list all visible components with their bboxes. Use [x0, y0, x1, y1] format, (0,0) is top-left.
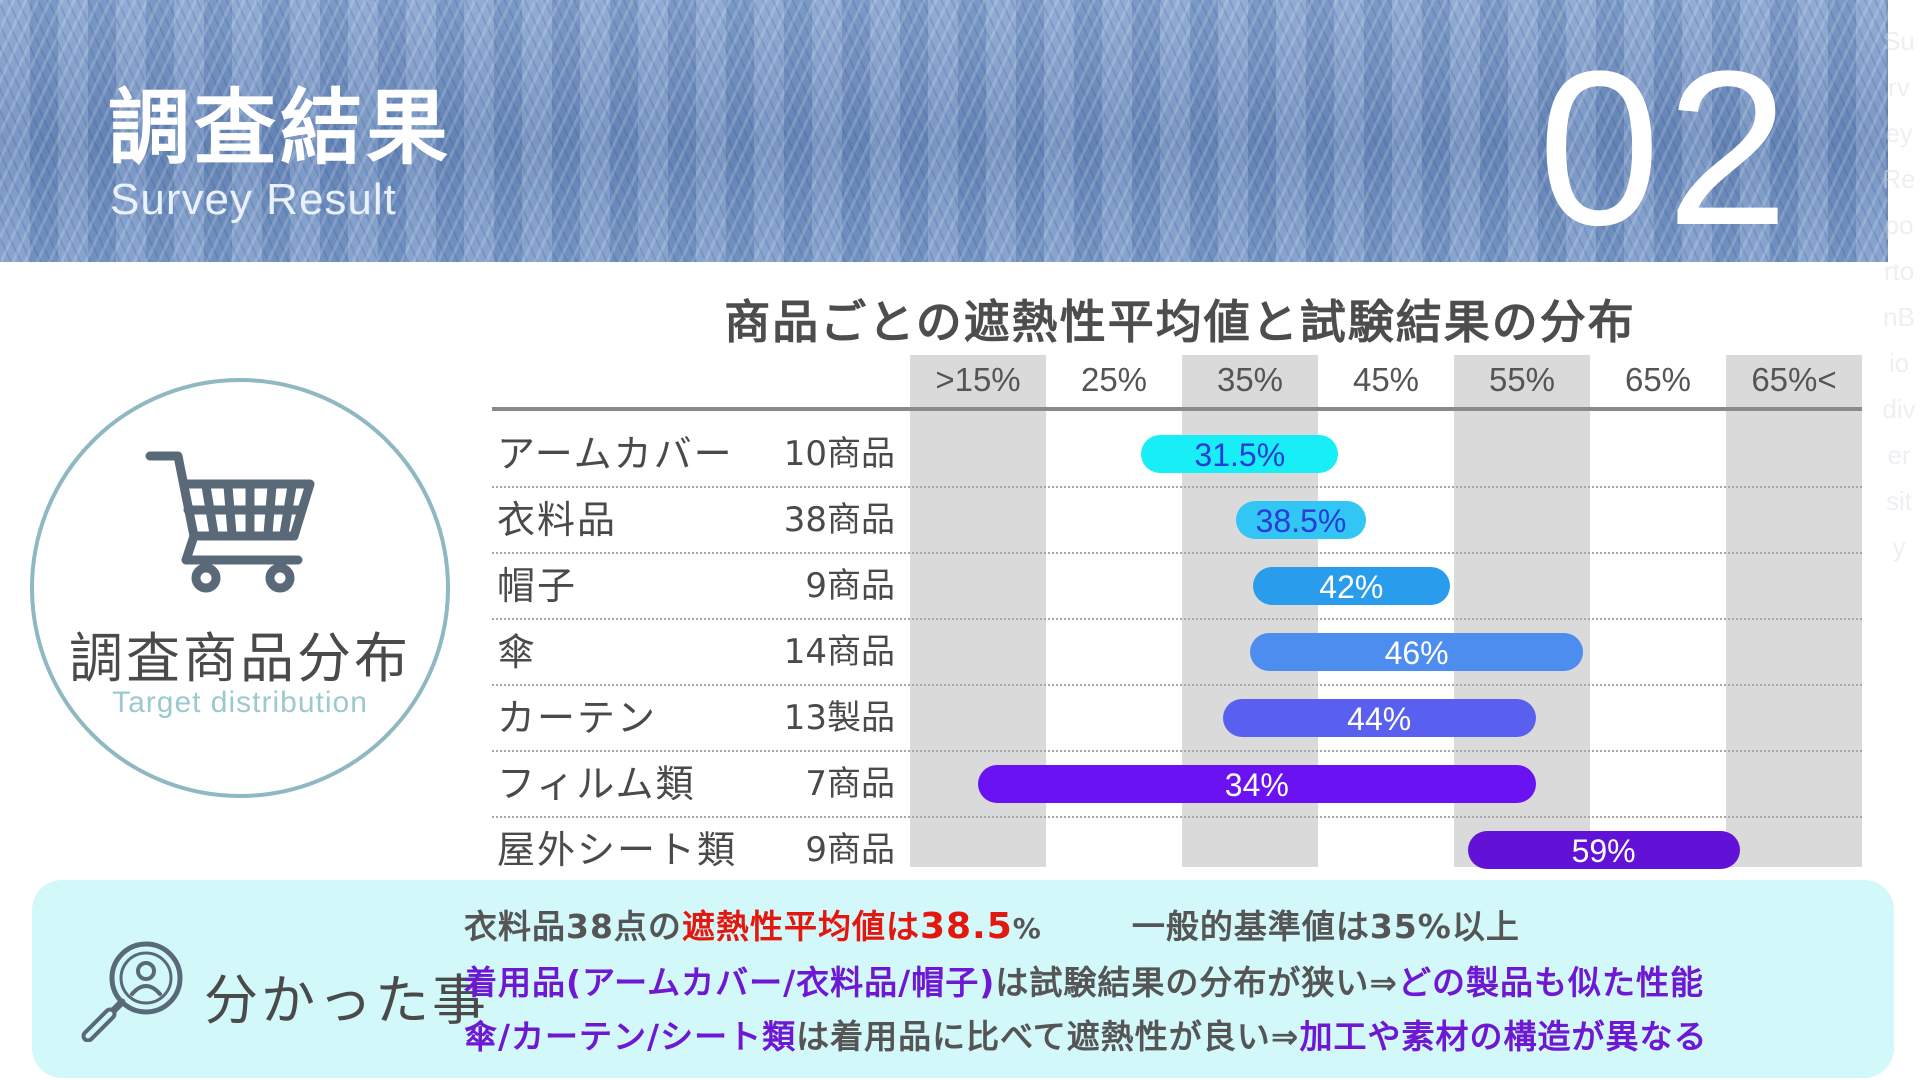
row-count: 13製品: [783, 698, 895, 738]
row-divider: [492, 684, 1862, 686]
header-banner: 調査結果 Survey Result 02: [0, 0, 1888, 262]
row-count: 38商品: [783, 500, 895, 540]
row-label: カーテン: [497, 696, 658, 740]
page-title: 調査結果: [108, 81, 453, 176]
vertical-side-text: SurveyReportonBiodiversity: [1882, 26, 1916, 562]
range-bar: 34%: [978, 765, 1536, 803]
finding-line-2: 着用品(アームカバー/衣料品/帽子)は試験結果の分布が狭い⇒どの製品も似た性能: [464, 956, 1704, 1004]
row-count: 9商品: [805, 830, 895, 870]
finding-text: は着用品に比べて遮熱性が良い⇒: [796, 1017, 1300, 1056]
finding-text: 衣料品38点の: [464, 907, 682, 946]
x-tick-label: >15%: [935, 361, 1021, 398]
section-number: 02: [1538, 25, 1795, 262]
finding-text: 一般的基準値は35%以上: [1131, 907, 1520, 946]
row-label: アームカバー: [497, 432, 734, 476]
row-count: 9商品: [805, 566, 895, 606]
finding-line-3: 傘/カーテン/シート類は着用品に比べて遮熱性が良い⇒加工や素材の構造が異なる: [464, 1010, 1707, 1058]
axis-line-top: [492, 407, 1862, 411]
findings-label: 分かった事: [204, 969, 489, 1032]
row-count: 7商品: [805, 764, 895, 804]
row-label: 衣料品: [497, 498, 618, 542]
row-label: フィルム類: [497, 762, 696, 806]
finding-highlight-purple: 加工や素材の構造が異なる: [1299, 1017, 1708, 1056]
row-divider: [492, 552, 1862, 554]
range-bar: 38.5%: [1236, 501, 1366, 539]
range-bar: 46%: [1250, 633, 1584, 671]
range-bar: 59%: [1467, 831, 1740, 869]
finding-highlight-red: 38.5: [919, 906, 1013, 947]
finding-text: は試験結果の分布が狭い⇒: [995, 963, 1398, 1002]
row-divider: [492, 618, 1862, 620]
findings-box: 分かった事: [32, 880, 1894, 1078]
row-label: 帽子: [497, 564, 578, 608]
finding-highlight-purple: 傘/カーテン/シート類: [464, 1017, 797, 1056]
row-count: 10商品: [783, 434, 895, 474]
page-subtitle: Survey Result: [110, 175, 397, 224]
row-divider: [492, 486, 1862, 488]
row-count: 14商品: [783, 632, 895, 672]
row-label: 傘: [497, 630, 538, 674]
range-bar: 31.5%: [1141, 435, 1339, 473]
x-tick-label: 45%: [1352, 361, 1420, 398]
shopping-cart-icon: [145, 451, 315, 593]
x-tick-label: 35%: [1216, 361, 1284, 398]
range-bar: 42%: [1252, 567, 1450, 605]
target-distribution-circle: 調査商品分布 Target distribution: [30, 378, 450, 798]
chart-title: 商品ごとの遮熱性平均値と試験結果の分布: [724, 295, 1636, 349]
range-bar: 44%: [1222, 699, 1536, 737]
finding-highlight-purple: どの製品も似た性能: [1397, 963, 1704, 1002]
target-title: 調査商品分布: [69, 627, 411, 690]
x-tick-label: 65%: [1624, 361, 1692, 398]
column-band: [1726, 355, 1862, 867]
x-tick-label: 25%: [1080, 361, 1148, 398]
x-tick-label: 65%<: [1751, 361, 1837, 398]
row-divider: [492, 750, 1862, 752]
finding-highlight-purple: 着用品(アームカバー/衣料品/帽子): [464, 963, 996, 1002]
finding-line-1: 衣料品38点の遮熱性平均値は38.5% 一般的基準値は35%以上: [464, 900, 1520, 948]
x-tick-label: 55%: [1488, 361, 1556, 398]
finding-unit: %: [1012, 912, 1042, 945]
target-subtitle: Target distribution: [112, 686, 368, 719]
row-divider: [492, 816, 1862, 818]
row-label: 屋外シート類: [497, 828, 738, 872]
magnifier-person-icon: [81, 941, 183, 1042]
finding-highlight-red: 遮熱性平均値は: [681, 907, 920, 946]
